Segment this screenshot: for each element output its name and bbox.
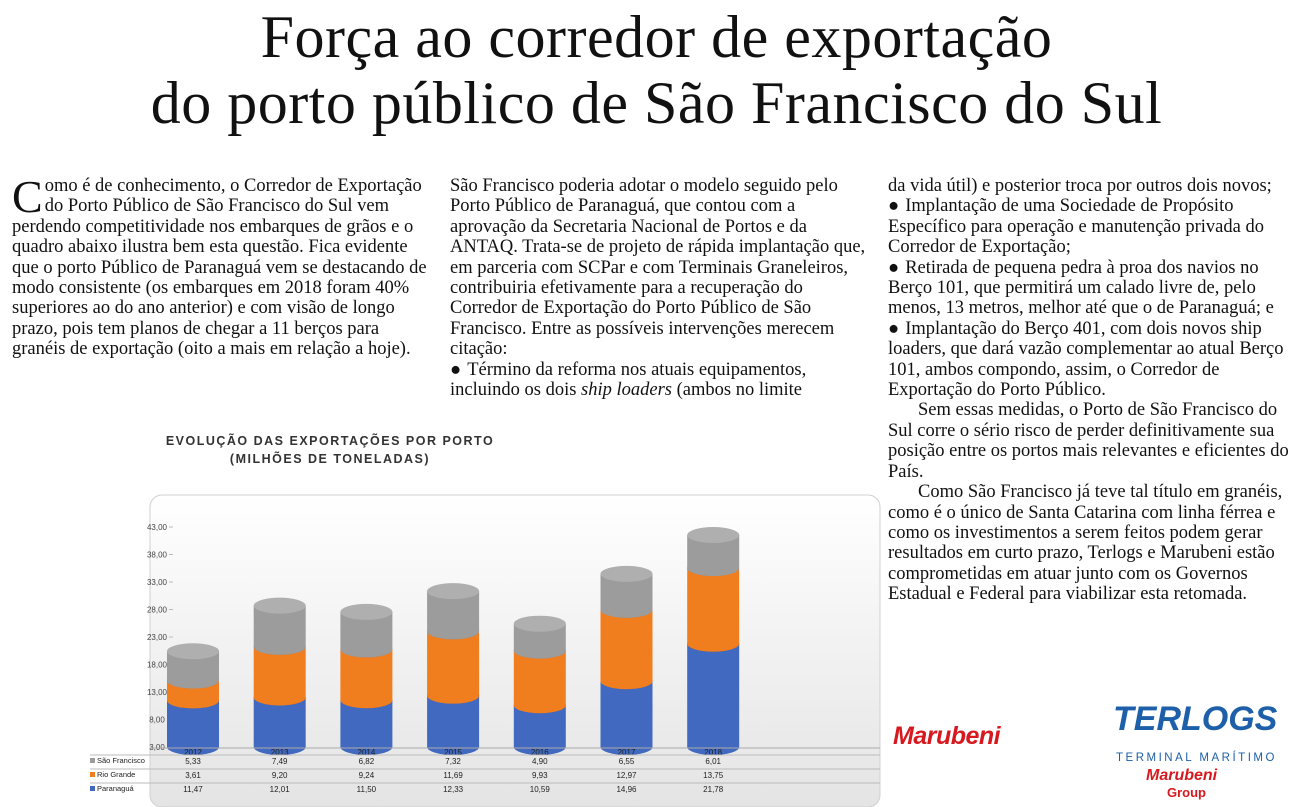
cylinder-cap: [513, 615, 566, 632]
cylinder-cap: [600, 565, 653, 582]
bar-segment: [427, 695, 480, 755]
bar-segment: [253, 697, 306, 755]
paragraph: Sem essas medidas, o Porto de São Franci…: [888, 400, 1289, 482]
bar-segment: [340, 611, 393, 658]
headline: Força ao corredor de exportação do porto…: [0, 4, 1313, 136]
x-tick-label: 2013: [271, 748, 289, 757]
paragraph: Como é de conhecimento, o Corredor de Ex…: [12, 171, 427, 360]
chart-subtitle: (MILHÕES DE TONELADAS): [230, 451, 430, 466]
value-label: 7,49: [272, 757, 288, 766]
x-tick-label: 2017: [618, 748, 636, 757]
value-label: 3,61: [185, 771, 201, 780]
chart-title: EVOLUÇÃO DAS EXPORTAÇÕES POR PORTO: [166, 433, 494, 448]
value-label: 6,82: [359, 757, 375, 766]
bar-segment: [167, 700, 219, 755]
column: São Francisco poderia adotar o modelo se…: [450, 176, 870, 400]
cylinder-cap: [427, 583, 480, 600]
y-tick-label: 43,00: [147, 523, 168, 532]
bar-segment: [340, 649, 393, 709]
value-label: 4,90: [532, 757, 548, 766]
y-tick-label: 23,00: [147, 633, 168, 642]
text: ship loaders: [581, 380, 673, 401]
x-tick-label: 2018: [704, 748, 722, 757]
y-tick-label: 13,00: [147, 688, 168, 697]
column: da vida útil) e posterior troca por outr…: [888, 176, 1300, 605]
x-tick-label: 2016: [531, 748, 549, 757]
bar-segment: [167, 651, 219, 689]
x-tick-label: 2012: [184, 748, 202, 757]
value-label: 21,78: [703, 785, 724, 794]
group-brand: Marubeni: [1146, 767, 1218, 784]
text: (ambos no limite: [672, 380, 803, 401]
value-label: 9,20: [272, 771, 288, 780]
terlogs-subtitle: TERMINAL MARÍTIMO: [1116, 752, 1277, 764]
y-tick-label: 8,00: [149, 716, 165, 725]
cylinder-cap: [340, 603, 393, 620]
headline-line: Força ao corredor de exportação: [260, 4, 1053, 70]
bar-segment: [687, 568, 740, 652]
bullet: Implantação do Berço 401, com dois novos…: [888, 319, 1300, 401]
value-label: 5,33: [185, 757, 201, 766]
value-label: 12,01: [270, 785, 291, 794]
text: Término da reforma nos atuais equipament…: [450, 359, 807, 401]
paragraph: São Francisco poderia adotar o modelo se…: [450, 176, 866, 360]
legend-swatch: [90, 772, 95, 777]
value-label: 10,59: [530, 785, 551, 794]
y-tick-label: 33,00: [147, 578, 168, 587]
y-tick-label: 18,00: [147, 661, 168, 670]
bar-segment: [513, 650, 566, 714]
value-label: 12,33: [443, 785, 464, 794]
marubeni-logo: Marubeni: [893, 722, 1001, 750]
value-label: 9,93: [532, 771, 548, 780]
value-label: 11,50: [357, 785, 377, 794]
bullet: Retirada de pequena pedra à proa dos nav…: [888, 258, 1300, 319]
bullet: Implantação de uma Sociedade de Propósit…: [888, 196, 1300, 257]
bar-segment: [600, 573, 653, 618]
bar-segment: [427, 591, 480, 640]
bar-segment: [600, 609, 653, 690]
value-label: 6,01: [705, 757, 721, 766]
legend-swatch: [90, 786, 95, 791]
chart: EVOLUÇÃO DAS EXPORTAÇÕES POR PORTO (MILH…: [90, 433, 881, 807]
cylinder-cap: [687, 527, 740, 544]
value-label: 12,97: [616, 771, 637, 780]
cylinder-cap: [167, 643, 219, 660]
terlogs-logo: TERLOGS: [1113, 700, 1278, 738]
bar-segment: [427, 631, 480, 704]
legend-label: Rio Grande: [97, 770, 135, 779]
bar-segment: [513, 623, 566, 659]
bullet: Término da reforma nos atuais equipament…: [450, 360, 870, 401]
group-label: Group: [1167, 785, 1206, 800]
bar-segment: [687, 643, 740, 755]
legend-label: São Francisco: [97, 756, 145, 765]
value-label: 6,55: [619, 757, 635, 766]
column: Como é de conhecimento, o Corredor de Ex…: [12, 171, 430, 360]
y-tick-label: 28,00: [147, 606, 168, 615]
bar-segment: [253, 646, 306, 706]
bar-segment: [513, 705, 566, 755]
x-tick-label: 2015: [444, 748, 462, 757]
value-label: 13,75: [703, 771, 724, 780]
value-label: 9,24: [359, 771, 375, 780]
paragraph: da vida útil) e posterior troca por outr…: [888, 176, 1272, 196]
legend-label: Paranaguá: [97, 784, 135, 793]
paragraph: Como São Francisco já teve tal título em…: [888, 482, 1283, 605]
value-label: 11,47: [183, 785, 203, 794]
value-label: 7,32: [445, 757, 461, 766]
legend-swatch: [90, 758, 95, 763]
value-label: 14,96: [616, 785, 637, 794]
x-tick-label: 2014: [358, 748, 376, 757]
bar-segment: [167, 680, 219, 709]
value-label: 11,69: [443, 771, 463, 780]
y-tick-label: 38,00: [147, 551, 168, 560]
bar-segment: [600, 681, 653, 755]
bar-segment: [687, 535, 740, 577]
bar-segment: [253, 605, 306, 655]
cylinder-cap: [253, 597, 306, 614]
bar-segment: [340, 700, 393, 755]
headline-line: do porto público de São Francisco do Sul: [150, 70, 1163, 136]
